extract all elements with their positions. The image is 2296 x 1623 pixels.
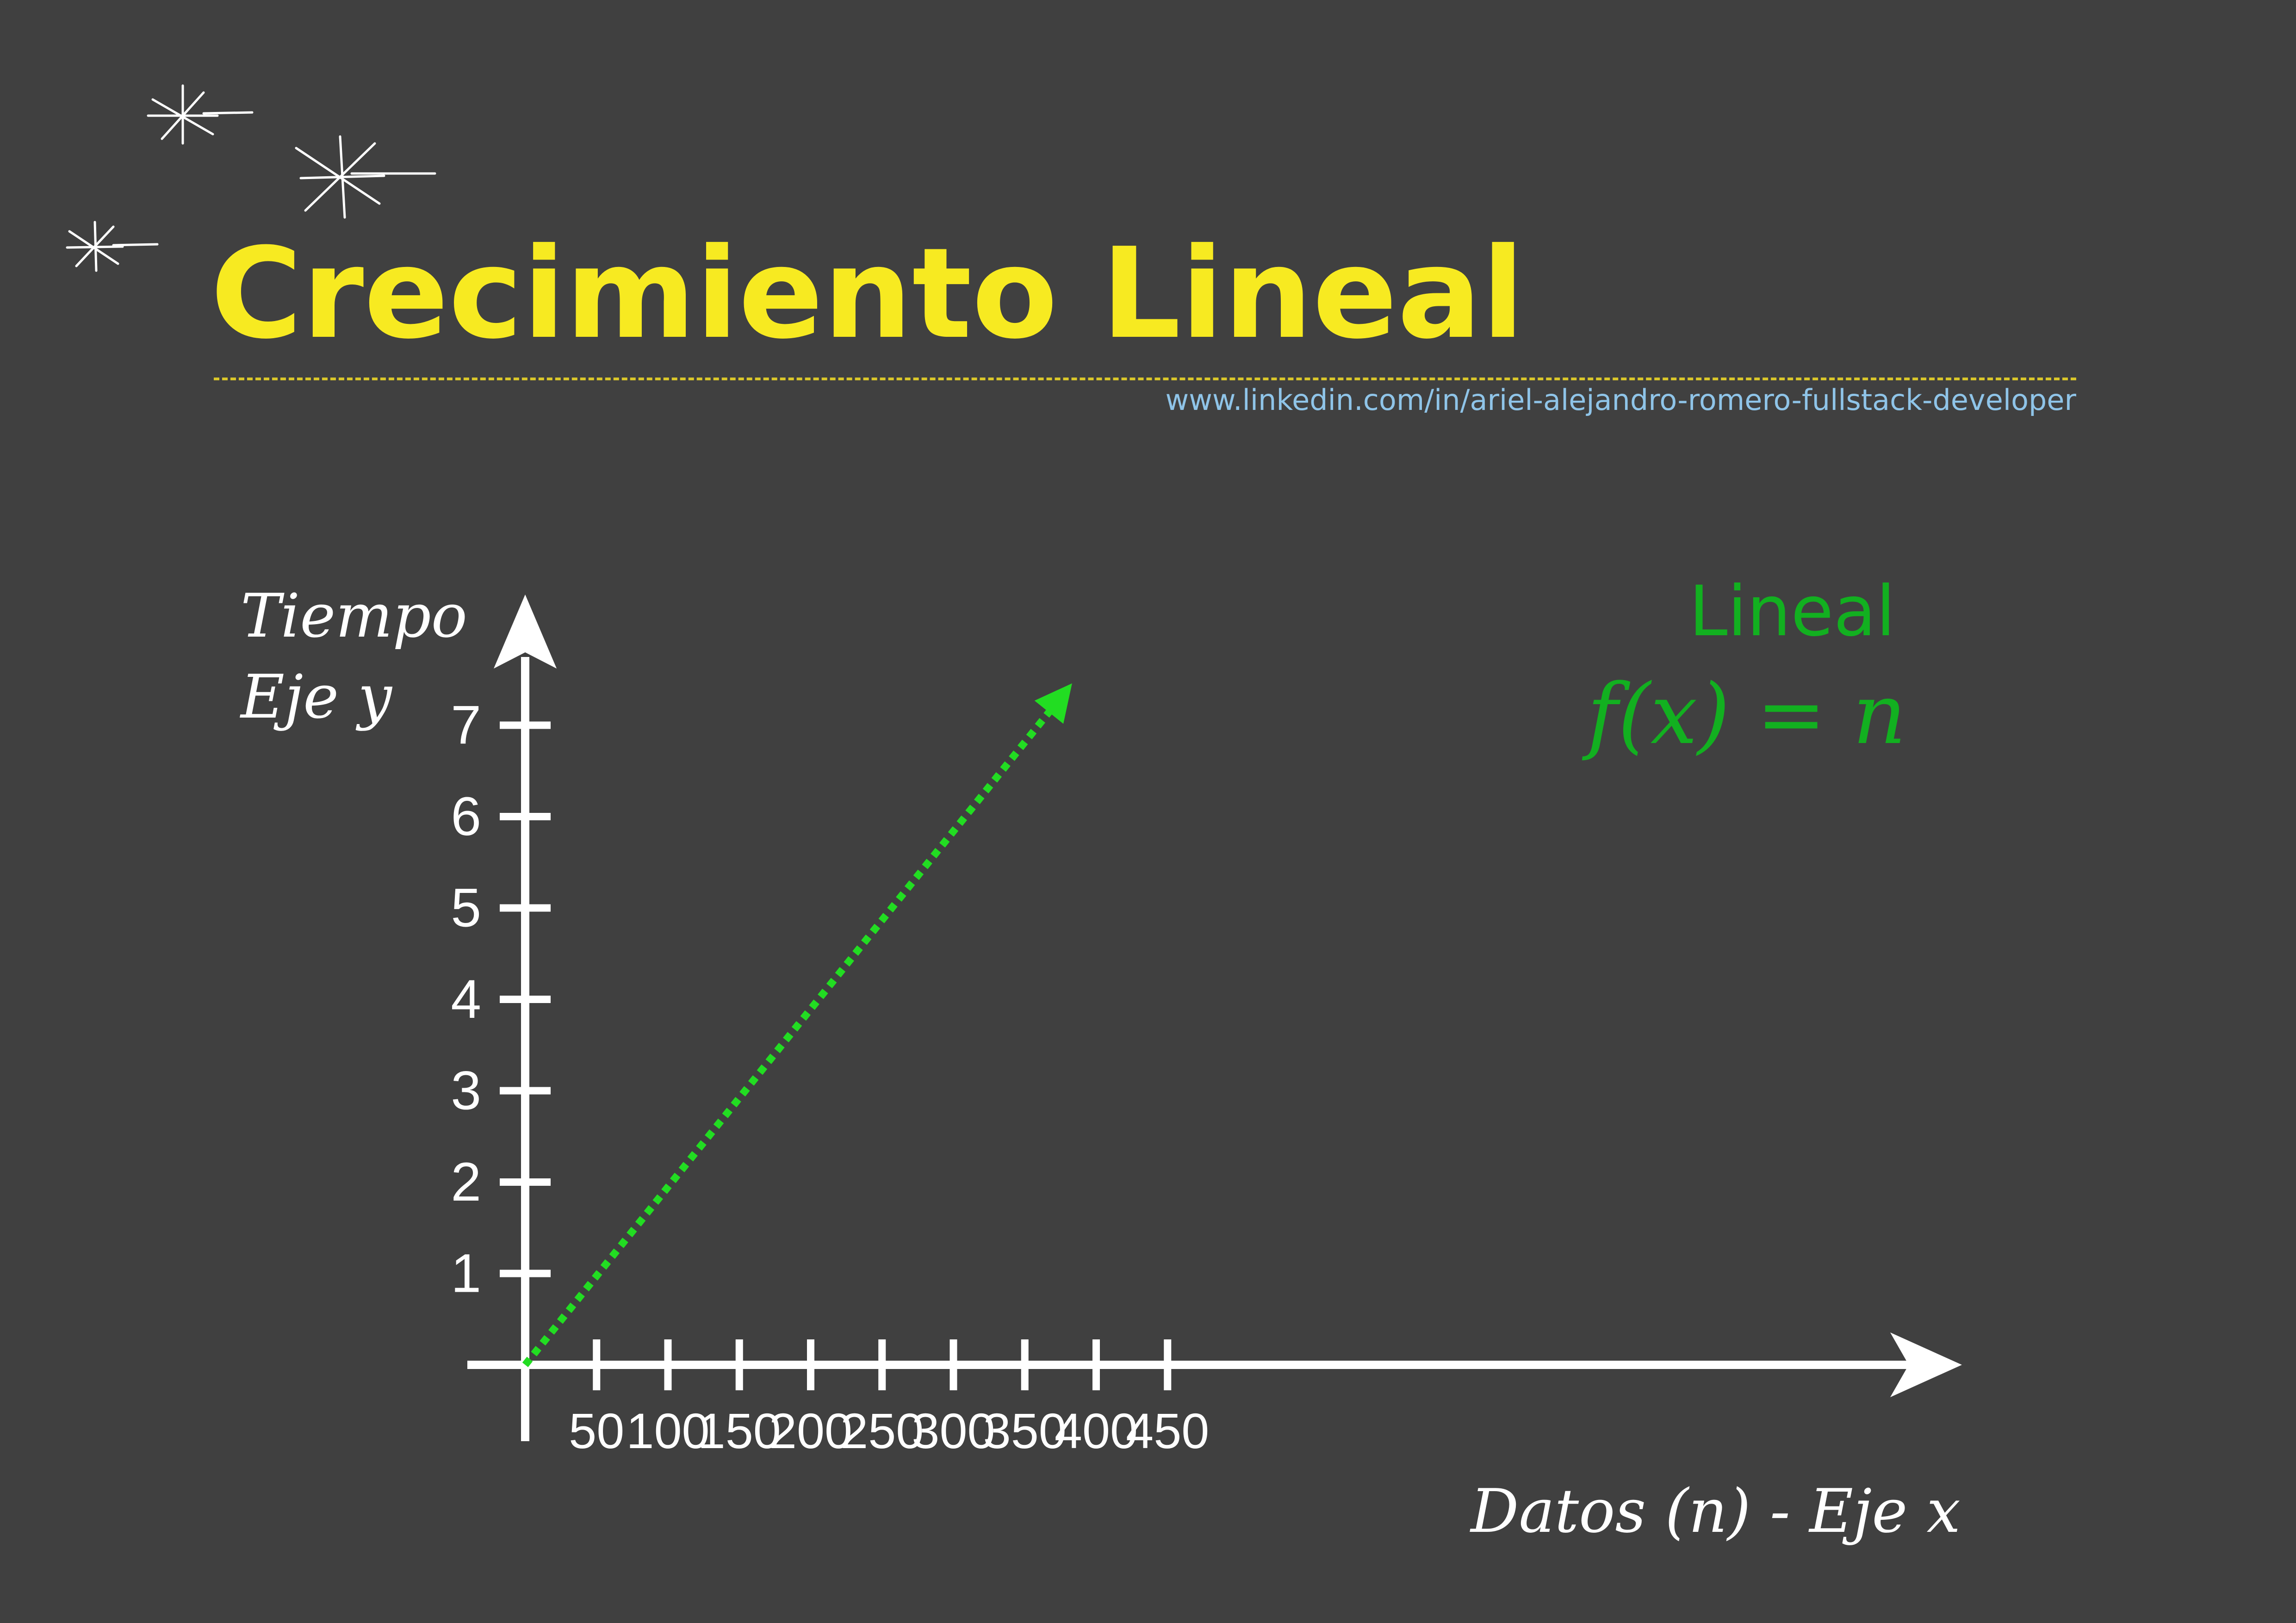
x-tick-label: 400 bbox=[1055, 1403, 1138, 1459]
y-tick-label: 1 bbox=[451, 1243, 481, 1304]
axes bbox=[467, 595, 1962, 1441]
x-tick-label: 50 bbox=[569, 1403, 624, 1459]
y-tick-label: 3 bbox=[451, 1060, 481, 1121]
x-tick-label: 150 bbox=[698, 1403, 781, 1459]
x-tick-label: 200 bbox=[769, 1403, 852, 1459]
sparkle-icon bbox=[147, 84, 254, 145]
x-axis-arrow-icon bbox=[1890, 1332, 1962, 1397]
series bbox=[522, 683, 1072, 1368]
x-tick-label: 250 bbox=[840, 1403, 924, 1459]
y-tick-label: 4 bbox=[451, 969, 481, 1030]
x-tick-label: 100 bbox=[626, 1403, 709, 1459]
y-axis-title-line1: Tiempo bbox=[241, 581, 467, 651]
sparkle-icon bbox=[295, 135, 436, 219]
y-tick-label: 6 bbox=[451, 786, 481, 847]
series-label-lineal: Lineal bbox=[1689, 571, 1896, 652]
title-divider bbox=[214, 378, 2076, 380]
y-axis-arrow-icon bbox=[494, 595, 557, 669]
y-tick-label: 2 bbox=[451, 1152, 481, 1213]
page-title: Crecimiento Lineal bbox=[211, 221, 1525, 366]
sparkle-decoration bbox=[66, 84, 436, 272]
x-tick-label: 300 bbox=[912, 1403, 995, 1459]
y-tick-label: 5 bbox=[451, 878, 481, 939]
y-tick-label: 7 bbox=[451, 695, 481, 756]
linkedin-url[interactable]: www.linkedin.com/in/ariel-alejandro-rome… bbox=[1165, 383, 2077, 417]
series-formula: f(x) = n bbox=[1587, 666, 1906, 763]
sparkle-icon bbox=[66, 221, 159, 272]
y-axis-title-line2: Eje y bbox=[241, 662, 392, 732]
series-line-lineal bbox=[522, 683, 1072, 1368]
x-tick-label: 350 bbox=[983, 1403, 1067, 1459]
x-tick-label: 450 bbox=[1126, 1403, 1209, 1459]
x-axis-title: Datos (n) - Eje x bbox=[1471, 1476, 1961, 1546]
